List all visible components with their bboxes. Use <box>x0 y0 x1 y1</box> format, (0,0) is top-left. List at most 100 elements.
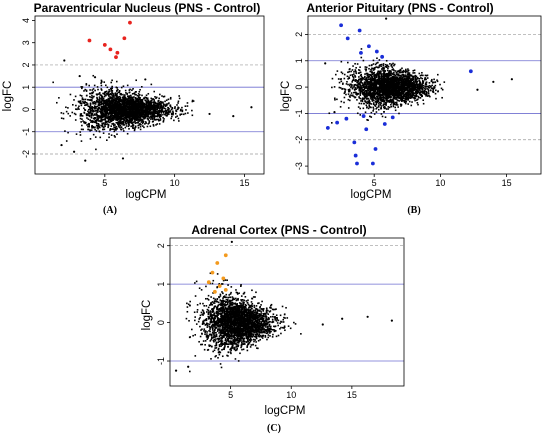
data-point <box>367 80 369 83</box>
data-point <box>406 92 408 95</box>
data-point <box>111 105 114 108</box>
data-point <box>156 103 159 106</box>
data-point <box>146 115 149 118</box>
data-point <box>100 108 102 110</box>
data-point <box>148 110 151 113</box>
data-point <box>401 90 403 93</box>
data-point <box>372 88 375 91</box>
data-point <box>93 100 96 103</box>
data-point <box>127 103 129 106</box>
data-point <box>393 86 395 89</box>
data-point <box>372 102 375 104</box>
data-point <box>149 100 152 102</box>
data-point <box>162 110 165 113</box>
data-point <box>414 99 416 102</box>
data-point <box>147 108 150 111</box>
data-point <box>101 112 103 114</box>
data-point <box>359 97 362 100</box>
data-point <box>373 94 376 97</box>
data-point <box>98 106 100 109</box>
data-point <box>407 92 410 95</box>
data-point <box>107 124 110 126</box>
data-point <box>384 80 387 82</box>
data-point <box>417 96 420 99</box>
data-point <box>372 90 375 92</box>
data-point <box>127 120 130 122</box>
data-point <box>127 115 129 118</box>
data-point <box>120 118 123 120</box>
data-point <box>166 114 169 116</box>
data-point <box>62 112 65 115</box>
data-point <box>102 122 105 124</box>
data-point <box>368 75 370 78</box>
data-point <box>331 86 333 89</box>
data-point <box>129 98 131 101</box>
data-point <box>111 100 114 103</box>
data-point <box>128 128 130 130</box>
data-point <box>109 118 111 121</box>
data-point <box>396 73 398 76</box>
data-point <box>123 101 126 104</box>
data-point <box>377 74 380 77</box>
data-point <box>117 121 119 123</box>
data-point <box>100 120 102 123</box>
data-point <box>118 108 121 111</box>
data-point <box>104 84 107 87</box>
data-point <box>147 110 150 113</box>
x-tick-label: 10 <box>170 178 180 188</box>
data-point <box>173 119 175 122</box>
data-point <box>376 96 379 98</box>
data-point <box>118 112 120 114</box>
data-point <box>401 85 404 87</box>
data-point <box>373 83 375 86</box>
data-point <box>129 114 131 116</box>
data-point <box>398 88 400 91</box>
data-point <box>344 91 346 94</box>
data-point <box>81 98 84 101</box>
data-point <box>102 112 105 115</box>
data-point <box>91 113 94 115</box>
data-point <box>119 93 122 96</box>
data-point <box>138 102 141 105</box>
data-point <box>368 67 370 70</box>
data-point <box>128 102 130 105</box>
data-point <box>361 98 364 100</box>
data-point <box>407 68 409 70</box>
data-point <box>371 89 374 92</box>
data-point <box>147 111 150 114</box>
data-point <box>157 113 159 115</box>
data-point <box>120 112 123 114</box>
data-point <box>125 109 128 112</box>
data-point <box>409 95 412 98</box>
data-point <box>87 128 90 131</box>
data-point <box>92 114 94 117</box>
data-point <box>80 114 82 116</box>
panel-title: Anterior Pituitary (PNS - Control) <box>306 1 493 15</box>
data-point <box>89 109 92 112</box>
data-point <box>159 93 161 96</box>
data-point <box>141 111 143 114</box>
data-point <box>410 87 412 90</box>
data-point <box>407 78 410 80</box>
data-point <box>396 90 399 93</box>
data-point <box>378 101 381 104</box>
data-point <box>340 60 343 63</box>
data-point <box>88 99 91 101</box>
data-point <box>73 99 75 101</box>
data-point <box>129 108 132 110</box>
data-point <box>120 100 122 102</box>
data-point <box>382 98 385 101</box>
data-point <box>111 113 113 116</box>
data-point <box>147 105 149 107</box>
data-point <box>135 109 137 111</box>
significant-gene-point <box>102 43 107 47</box>
data-point <box>132 111 135 114</box>
data-point <box>97 104 100 107</box>
data-point <box>149 102 151 104</box>
data-point <box>356 63 359 65</box>
data-point <box>158 103 160 105</box>
data-point <box>148 117 151 119</box>
data-point <box>385 108 388 110</box>
significant-gene-point <box>114 55 118 60</box>
data-point <box>110 109 113 112</box>
